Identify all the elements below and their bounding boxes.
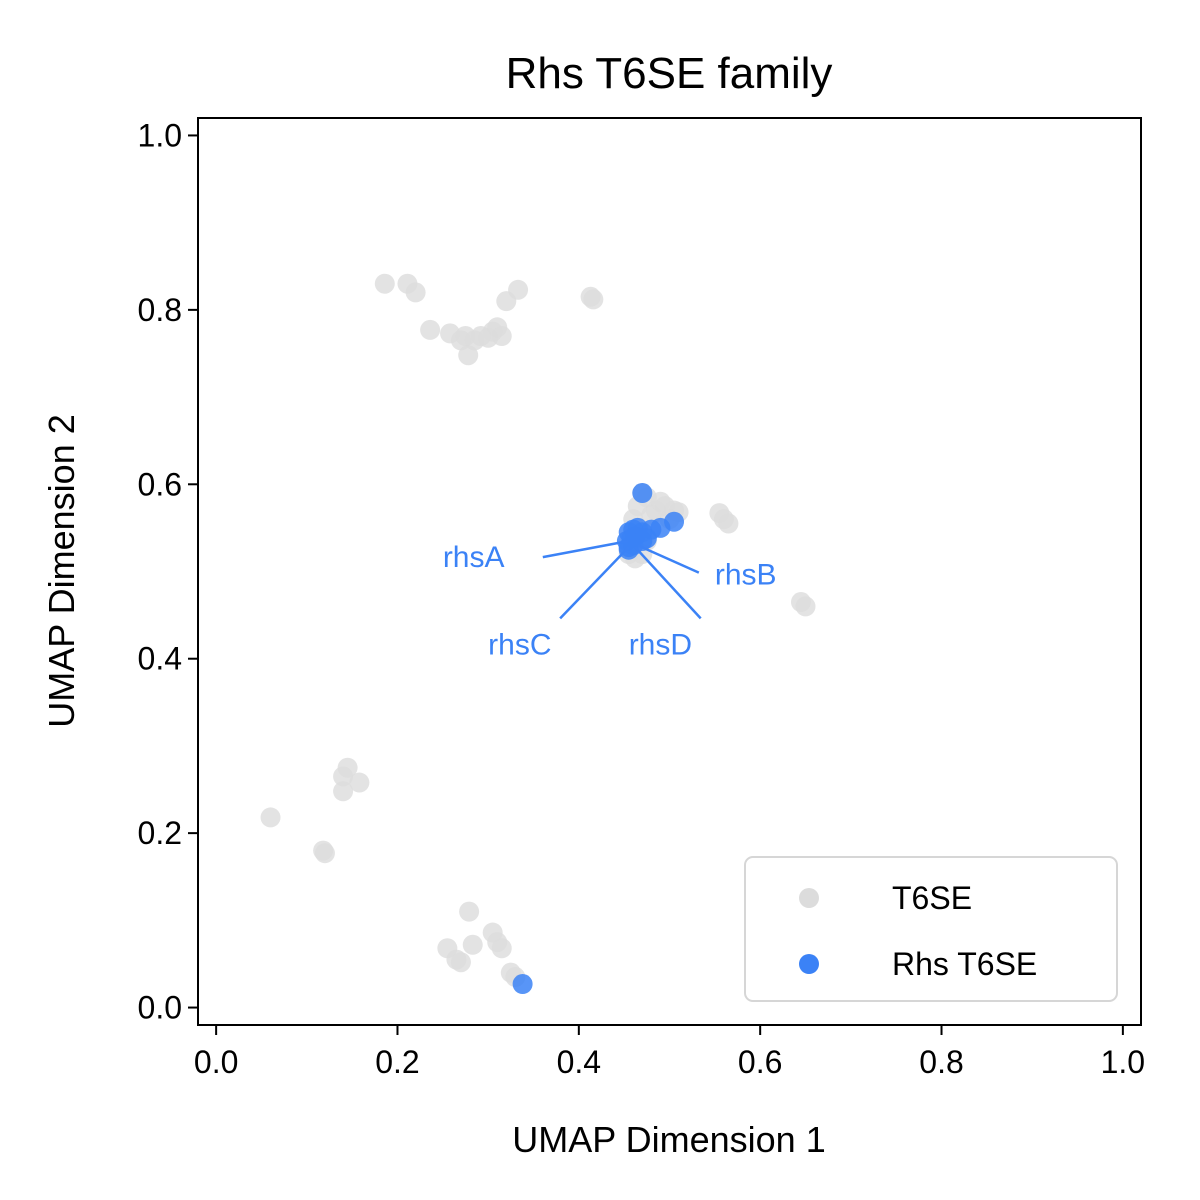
point-t6se — [374, 273, 395, 294]
annotation-label-rhsD: rhsD — [629, 628, 692, 661]
point-t6se — [450, 952, 471, 973]
y-axis-ticks: 0.0 0.2 0.4 0.6 0.8 1.0 — [138, 117, 198, 1026]
point-t6se — [462, 934, 483, 955]
points-layer — [260, 273, 816, 995]
y-tick-label: 0.2 — [138, 815, 182, 851]
x-tick-label: 0.0 — [194, 1044, 238, 1080]
legend-label-rhs-t6se: Rhs T6SE — [892, 946, 1037, 982]
x-axis-label: UMAP Dimension 1 — [512, 1119, 825, 1160]
legend-label-t6se: T6SE — [892, 880, 972, 916]
point-t6se — [491, 326, 512, 347]
y-tick-label: 0.8 — [138, 292, 182, 328]
legend-marker-rhs-t6se — [799, 954, 819, 974]
point-t6se — [795, 596, 816, 617]
x-tick-label: 1.0 — [1101, 1044, 1145, 1080]
point-t6se — [405, 282, 426, 303]
legend-marker-t6se — [799, 888, 819, 908]
point-t6se — [333, 781, 354, 802]
annotation-arrow-rhsA — [542, 539, 629, 559]
x-tick-label: 0.6 — [738, 1044, 782, 1080]
x-axis-ticks: 0.0 0.2 0.4 0.6 0.8 1.0 — [194, 1025, 1145, 1080]
point-t6se — [491, 938, 512, 959]
point-rhs-t6se — [512, 974, 533, 995]
y-axis-label: UMAP Dimension 2 — [41, 414, 82, 727]
y-tick-label: 0.4 — [138, 641, 182, 677]
point-t6se — [349, 772, 370, 793]
legend-box — [744, 856, 1118, 1002]
y-tick-label: 0.6 — [138, 466, 182, 502]
annotations-layer: rhsA rhsB rhsC rhsD — [443, 539, 777, 661]
x-tick-label: 0.2 — [375, 1044, 419, 1080]
point-t6se — [718, 513, 739, 534]
point-rhs-t6se — [618, 539, 639, 560]
annotation-label-rhsA: rhsA — [443, 541, 505, 574]
point-t6se — [583, 289, 604, 310]
chart-title: Rhs T6SE family — [506, 49, 833, 98]
point-t6se — [420, 319, 441, 340]
annotation-arrow-rhsD — [634, 546, 702, 620]
point-t6se — [314, 843, 335, 864]
annotation-arrow-rhsB — [637, 544, 700, 574]
point-t6se — [459, 901, 480, 922]
x-tick-label: 0.4 — [557, 1044, 601, 1080]
annotation-arrow-rhsC — [559, 546, 630, 620]
point-rhs-t6se — [632, 483, 653, 504]
point-t6se — [260, 807, 281, 828]
annotation-label-rhsC: rhsC — [488, 628, 551, 661]
x-tick-label: 0.8 — [919, 1044, 963, 1080]
annotation-label-rhsB: rhsB — [715, 559, 777, 592]
y-tick-label: 1.0 — [138, 117, 182, 153]
y-tick-label: 0.0 — [138, 990, 182, 1026]
point-t6se — [337, 757, 358, 778]
point-t6se — [508, 279, 529, 300]
legend: T6SE Rhs T6SE — [744, 856, 1118, 1002]
